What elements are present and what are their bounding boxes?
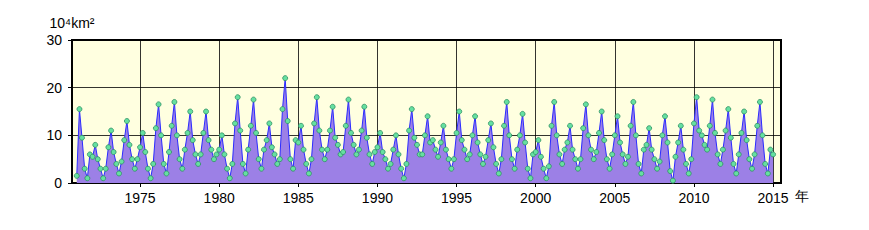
svg-text:1975: 1975 [124, 190, 155, 206]
svg-text:2015: 2015 [758, 190, 789, 206]
svg-text:0: 0 [54, 175, 62, 191]
svg-text:1985: 1985 [283, 190, 314, 206]
svg-text:30: 30 [46, 32, 62, 48]
svg-text:2005: 2005 [599, 190, 630, 206]
svg-text:2010: 2010 [678, 190, 709, 206]
svg-text:年: 年 [795, 188, 809, 204]
svg-text:10⁴km²: 10⁴km² [50, 15, 95, 31]
svg-text:10: 10 [46, 127, 62, 143]
svg-text:1980: 1980 [204, 190, 235, 206]
svg-text:1995: 1995 [441, 190, 472, 206]
svg-text:1990: 1990 [362, 190, 393, 206]
svg-text:2000: 2000 [520, 190, 551, 206]
svg-text:20: 20 [46, 80, 62, 96]
